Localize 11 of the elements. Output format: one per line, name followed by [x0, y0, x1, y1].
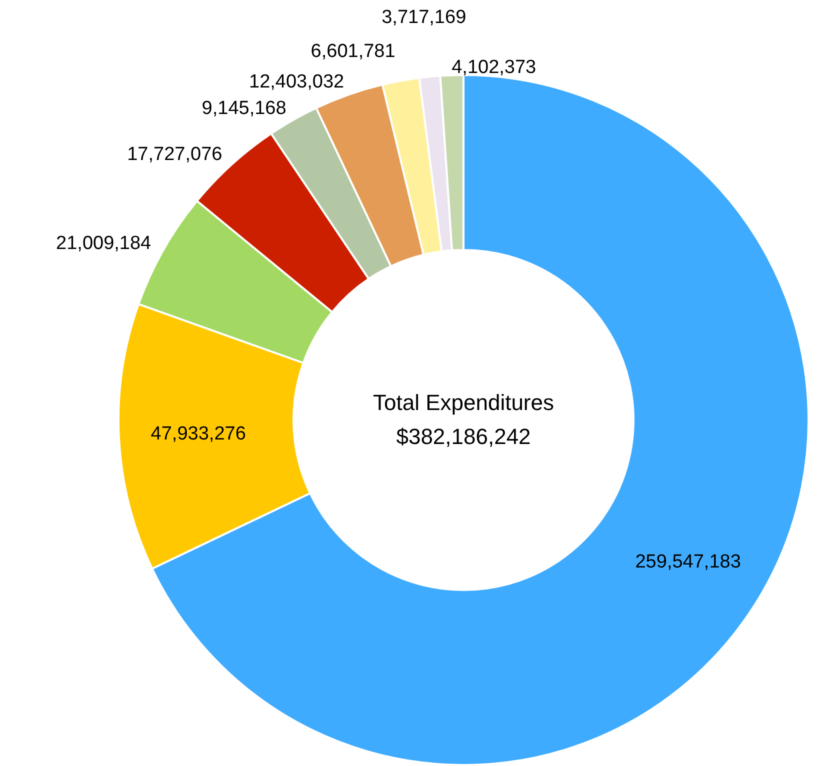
data-label: 12,403,032	[249, 71, 344, 92]
data-label: 21,009,184	[56, 233, 152, 254]
text: $382,186,242	[396, 424, 531, 449]
data-label: 6,601,781	[310, 41, 396, 62]
data-label: 47,933,276	[150, 424, 246, 445]
text: Total Expenditures	[373, 390, 554, 415]
data-label: 4,102,373	[452, 57, 536, 78]
data-label: 9,145,168	[202, 98, 286, 119]
data-label: 17,727,076	[127, 144, 222, 166]
data-label: 259,547,183	[635, 552, 741, 573]
data-label: 3,717,169	[382, 6, 466, 28]
